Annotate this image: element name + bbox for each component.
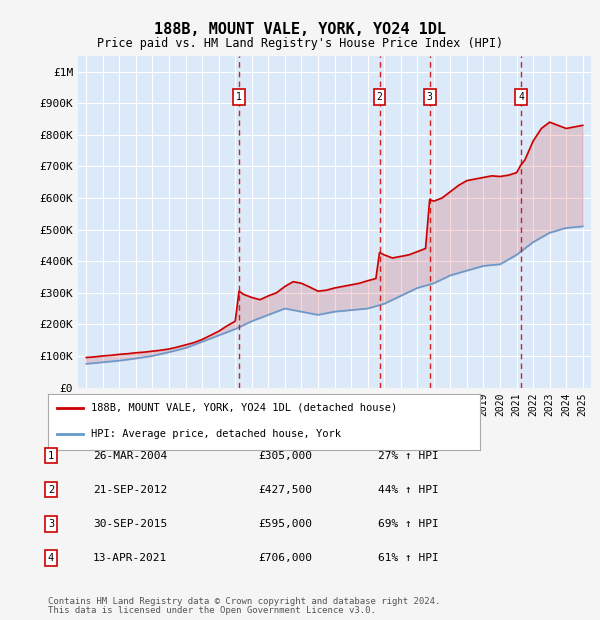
Text: £305,000: £305,000	[258, 451, 312, 461]
Text: 3: 3	[427, 92, 433, 102]
Text: 3: 3	[48, 519, 54, 529]
Text: 30-SEP-2015: 30-SEP-2015	[93, 519, 167, 529]
Text: 188B, MOUNT VALE, YORK, YO24 1DL: 188B, MOUNT VALE, YORK, YO24 1DL	[154, 22, 446, 37]
Text: 2: 2	[48, 485, 54, 495]
Text: 13-APR-2021: 13-APR-2021	[93, 553, 167, 563]
Text: HPI: Average price, detached house, York: HPI: Average price, detached house, York	[91, 429, 341, 439]
Text: £427,500: £427,500	[258, 485, 312, 495]
Text: 69% ↑ HPI: 69% ↑ HPI	[378, 519, 439, 529]
Text: 1: 1	[48, 451, 54, 461]
Text: 27% ↑ HPI: 27% ↑ HPI	[378, 451, 439, 461]
Text: £595,000: £595,000	[258, 519, 312, 529]
Text: 4: 4	[48, 553, 54, 563]
Text: Price paid vs. HM Land Registry's House Price Index (HPI): Price paid vs. HM Land Registry's House …	[97, 37, 503, 50]
Text: 44% ↑ HPI: 44% ↑ HPI	[378, 485, 439, 495]
Text: 2: 2	[377, 92, 382, 102]
Text: Contains HM Land Registry data © Crown copyright and database right 2024.: Contains HM Land Registry data © Crown c…	[48, 597, 440, 606]
Text: 21-SEP-2012: 21-SEP-2012	[93, 485, 167, 495]
Text: 4: 4	[518, 92, 524, 102]
Text: 26-MAR-2004: 26-MAR-2004	[93, 451, 167, 461]
Text: 61% ↑ HPI: 61% ↑ HPI	[378, 553, 439, 563]
Text: This data is licensed under the Open Government Licence v3.0.: This data is licensed under the Open Gov…	[48, 606, 376, 615]
Text: 188B, MOUNT VALE, YORK, YO24 1DL (detached house): 188B, MOUNT VALE, YORK, YO24 1DL (detach…	[91, 402, 397, 413]
Text: 1: 1	[236, 92, 242, 102]
Text: £706,000: £706,000	[258, 553, 312, 563]
